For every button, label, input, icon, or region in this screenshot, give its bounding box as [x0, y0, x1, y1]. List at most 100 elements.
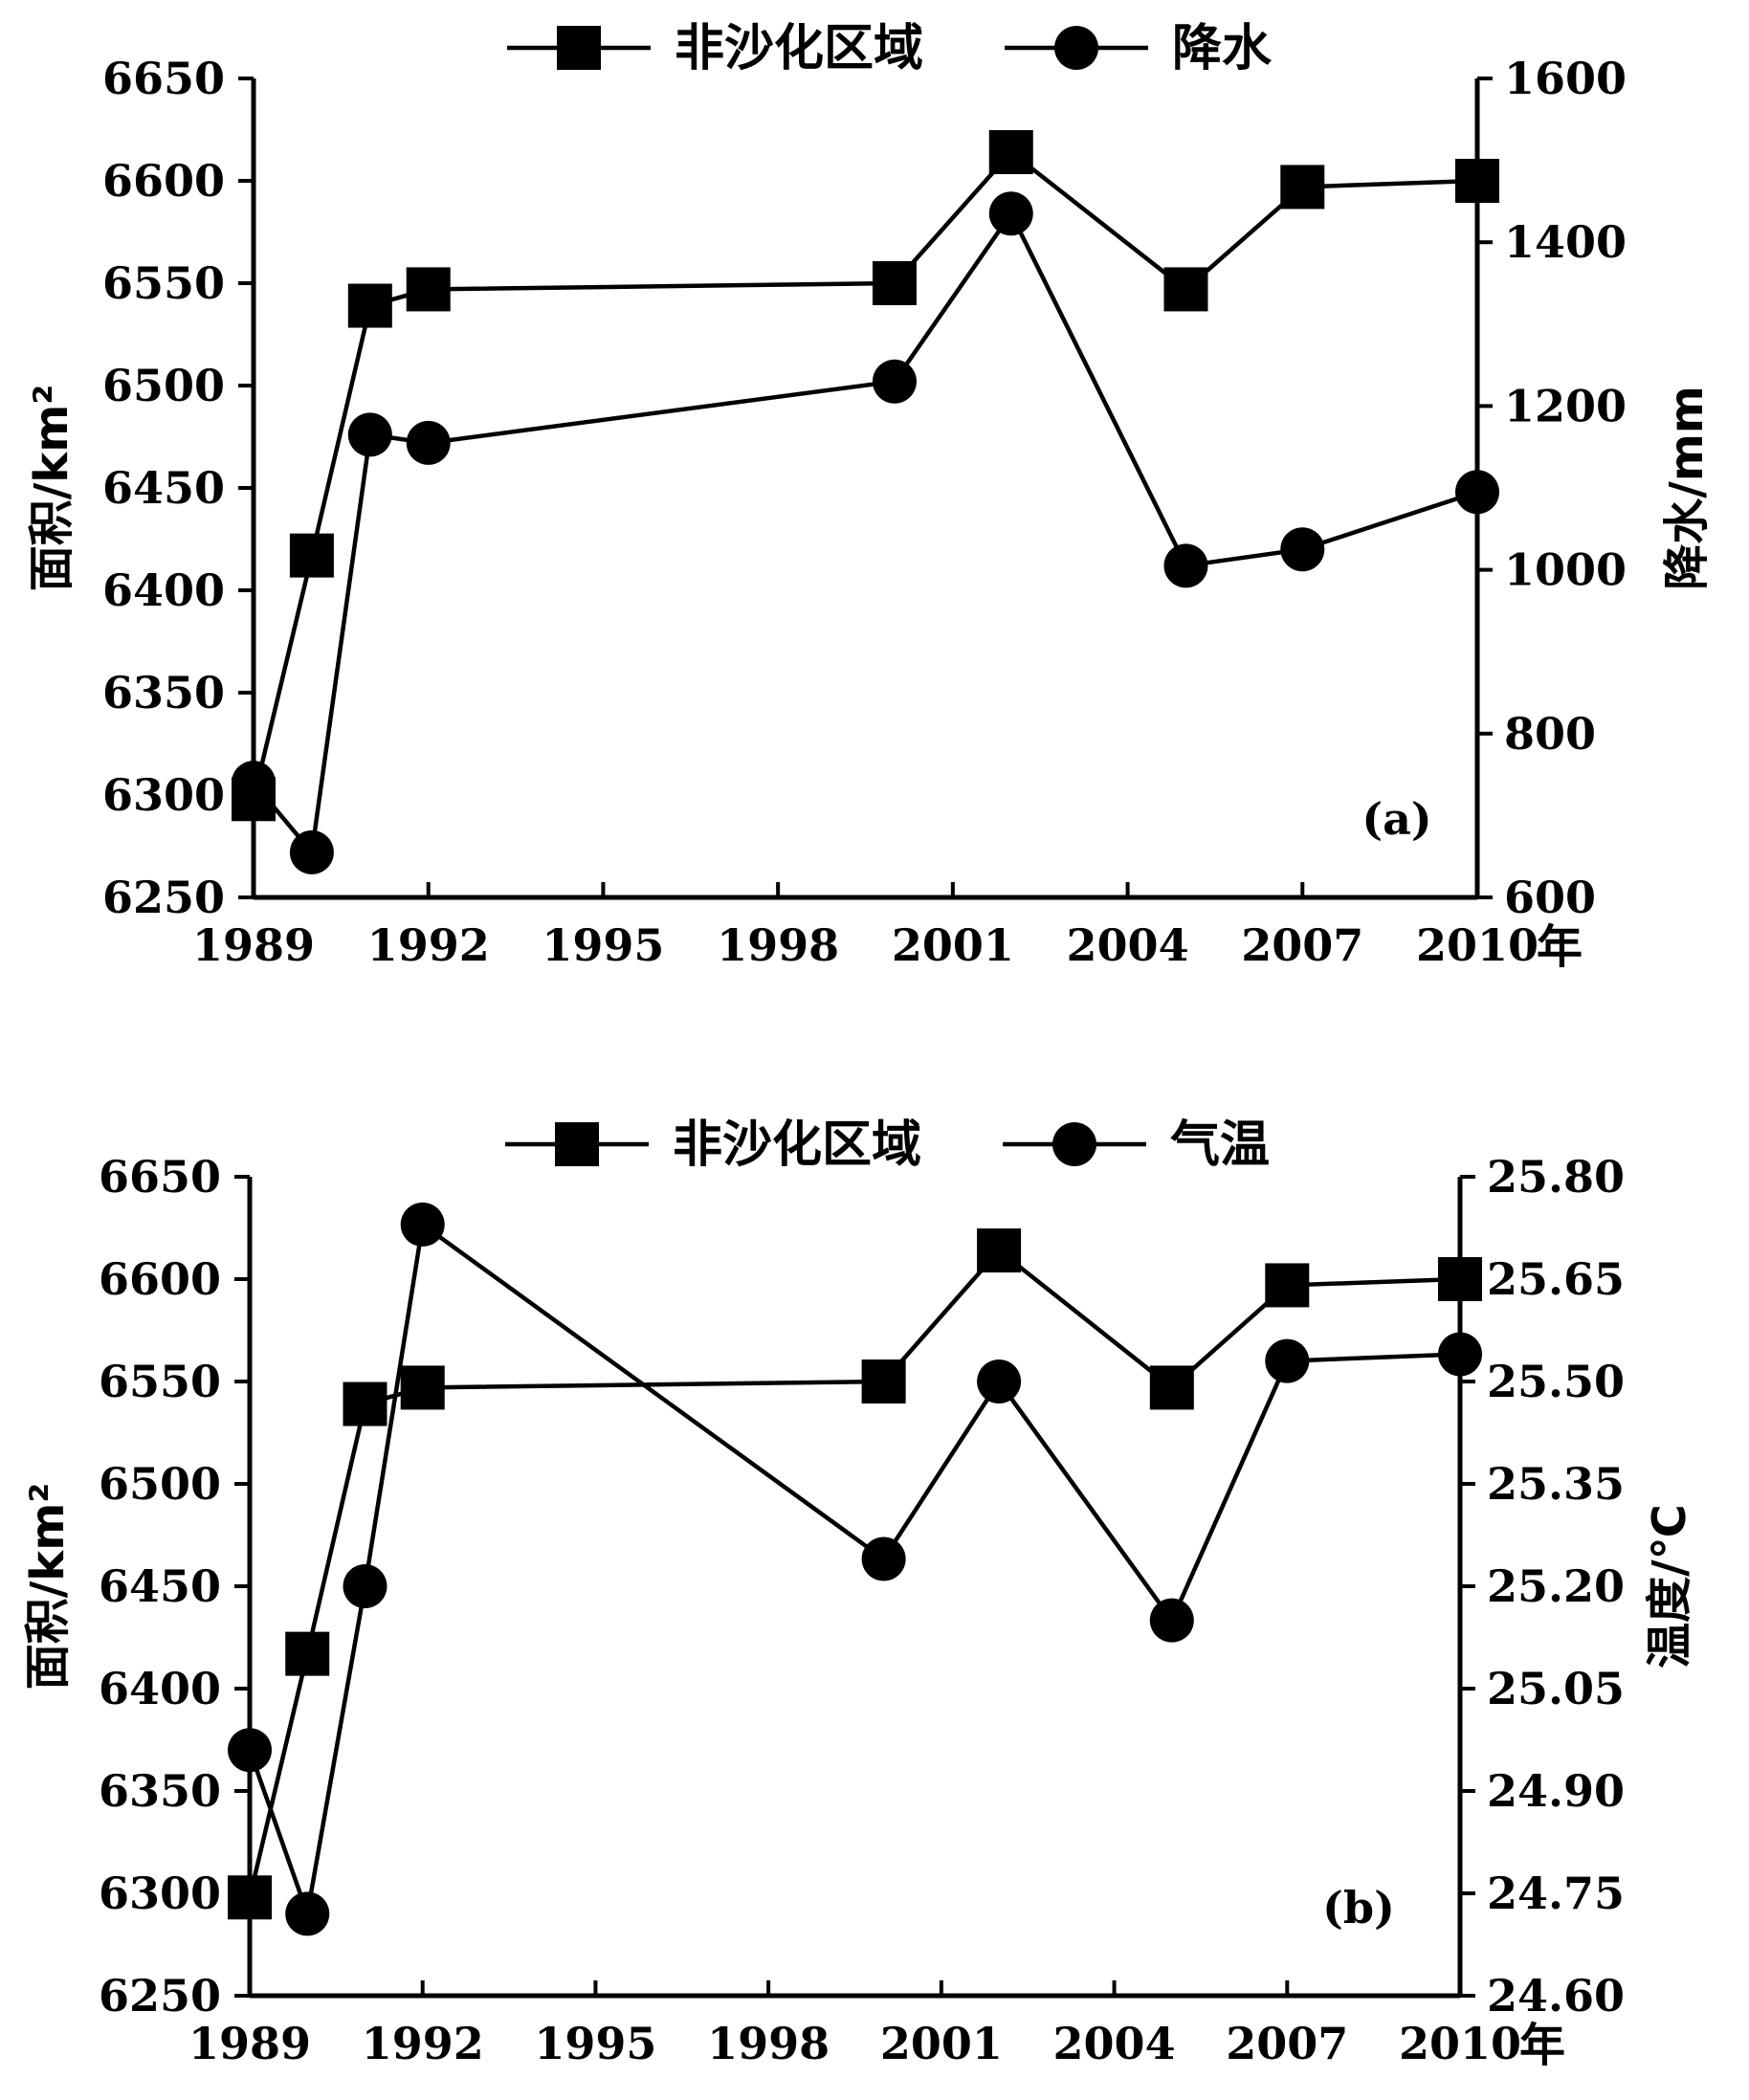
data-point-circle [289, 829, 334, 874]
left-y-tick-label: 6450 [99, 1560, 221, 1612]
left-y-tick-label: 6400 [102, 564, 225, 616]
x-tick-label: 1989 [192, 919, 315, 971]
data-point-circle [1149, 1598, 1194, 1643]
data-point-square [1163, 267, 1208, 312]
left-y-tick-label: 6400 [99, 1663, 221, 1714]
x-tick-label: 1995 [542, 919, 664, 971]
left-y-tick-label: 6500 [99, 1458, 221, 1510]
x-tick-label: 1992 [362, 2018, 484, 2069]
data-point-square [1149, 1365, 1194, 1410]
legend-label: 非沙化区域 [673, 1116, 921, 1174]
x-tick-label: 2010 [1399, 2018, 1521, 2069]
data-point-square [228, 1875, 272, 1920]
right-y-tick-label: 25.05 [1487, 1663, 1625, 1714]
left-y-tick-label: 6300 [99, 1868, 221, 1919]
x-tick-label: 1992 [367, 919, 490, 971]
data-point-circle [861, 1536, 906, 1581]
data-point-circle [1265, 1338, 1310, 1383]
right-y-tick-label: 1600 [1504, 53, 1627, 104]
data-point-circle [228, 1728, 272, 1773]
left-y-tick-label: 6300 [102, 769, 225, 821]
data-point-square [289, 533, 334, 578]
data-point-circle [347, 412, 392, 457]
x-tick-label: 1989 [188, 2018, 311, 2069]
x-tick-label: 2007 [1241, 919, 1363, 971]
data-point-square [400, 1365, 445, 1410]
data-point-circle [977, 1359, 1022, 1404]
right-y-tick-label: 1200 [1504, 380, 1627, 431]
right-y-tick-label: 25.35 [1487, 1458, 1625, 1510]
left-y-tick-label: 6600 [99, 1253, 221, 1305]
left-y-tick-label: 6350 [99, 1765, 221, 1817]
data-point-square [988, 130, 1033, 175]
left-y-tick-label: 6650 [99, 1151, 221, 1203]
data-point-square [347, 283, 392, 328]
panel-label: (b) [1322, 1882, 1395, 1934]
right-y-tick-label: 24.75 [1487, 1868, 1625, 1919]
data-point-square [343, 1382, 387, 1426]
panel-label: (a) [1362, 793, 1431, 845]
data-point-square [1455, 159, 1499, 203]
right-y-tick-label: 25.20 [1487, 1560, 1625, 1612]
legend-marker-circle [1052, 1122, 1096, 1166]
data-point-square [1265, 1263, 1310, 1308]
data-point-circle [1280, 527, 1325, 572]
data-point-square [861, 1359, 906, 1404]
data-point-square [1438, 1257, 1482, 1301]
right-y-tick-label: 600 [1504, 872, 1596, 923]
x-tick-label: 2004 [1067, 919, 1189, 971]
left-y-axis-title: 面积/km² [21, 1483, 75, 1691]
right-y-tick-label: 24.60 [1487, 1970, 1625, 2022]
right-y-tick-label: 25.50 [1487, 1356, 1625, 1407]
data-point-circle [1163, 543, 1208, 588]
data-point-circle [1455, 470, 1499, 515]
left-y-tick-label: 6250 [99, 1970, 221, 2022]
left-y-tick-label: 6550 [102, 257, 225, 309]
data-point-square [285, 1631, 330, 1676]
left-y-axis-title: 面积/km² [25, 385, 78, 592]
legend-label: 降水 [1172, 20, 1273, 77]
right-y-axis-title: 降水/mm [1660, 386, 1714, 590]
left-y-tick-label: 6600 [102, 155, 225, 207]
chart-panel-b: 6250 6300 6350 6400 6450 6500 6550 6600 6650 24.6… [21, 1116, 1696, 2072]
data-point-square [406, 267, 451, 312]
x-tick-label: 2010 [1416, 919, 1539, 971]
data-point-square [977, 1228, 1022, 1273]
series-line-climate [247, 1220, 1461, 1923]
data-point-circle [1438, 1332, 1482, 1377]
data-point-circle [406, 420, 451, 465]
x-axis-unit: 年 [1537, 920, 1583, 974]
data-point-square [1280, 165, 1325, 210]
x-tick-label: 2007 [1226, 2018, 1348, 2069]
left-y-tick-label: 6450 [102, 462, 225, 514]
right-y-tick-label: 25.65 [1487, 1253, 1625, 1305]
x-tick-label: 1998 [717, 919, 839, 971]
chart-panel-a: 6250 6300 6350 6400 6450 6500 6550 6600 6650 600 8… [25, 20, 1714, 974]
left-y-tick-label: 6350 [102, 667, 225, 718]
left-y-tick-label: 6550 [99, 1356, 221, 1407]
data-point-circle [232, 761, 276, 806]
right-y-axis-title: 温度/℃ [1643, 1504, 1696, 1669]
right-y-tick-label: 800 [1504, 708, 1596, 760]
x-tick-label: 2001 [892, 919, 1014, 971]
data-point-circle [285, 1891, 330, 1936]
legend-marker-square [557, 26, 601, 70]
right-y-tick-label: 1400 [1504, 216, 1627, 268]
legend-marker-square [555, 1122, 599, 1166]
x-tick-label: 2001 [880, 2018, 1003, 2069]
x-axis-unit: 年 [1519, 2019, 1565, 2072]
data-point-square [872, 261, 917, 305]
data-point-circle [343, 1564, 387, 1608]
left-y-tick-label: 6500 [102, 360, 225, 411]
legend-label: 非沙化区域 [675, 20, 923, 77]
data-point-circle [872, 359, 917, 404]
right-y-tick-label: 24.90 [1487, 1765, 1625, 1817]
x-tick-label: 1998 [707, 2018, 830, 2069]
data-point-circle [988, 191, 1033, 236]
series-line-area [251, 148, 1478, 800]
x-tick-label: 2004 [1053, 2018, 1176, 2069]
legend-marker-circle [1054, 26, 1098, 70]
data-point-circle [400, 1202, 445, 1247]
right-y-tick-label: 25.80 [1487, 1151, 1625, 1203]
